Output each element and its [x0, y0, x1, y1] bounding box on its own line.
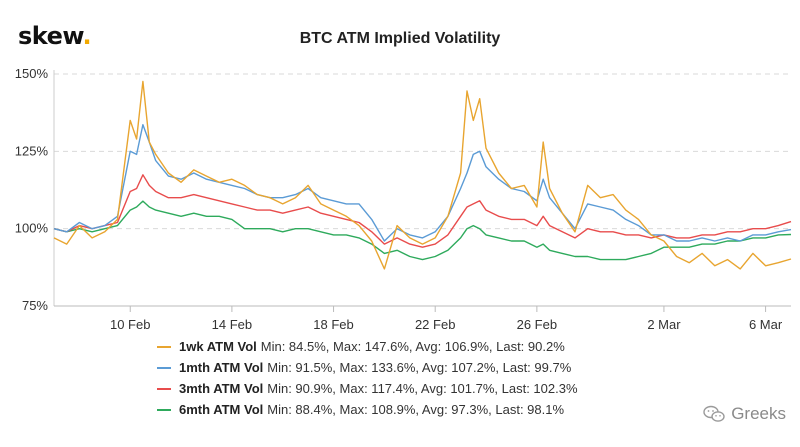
- chart-title: BTC ATM Implied Volatility: [299, 30, 501, 47]
- x-tick-label: 22 Feb: [415, 317, 455, 332]
- x-tick-label: 6 Mar: [749, 317, 783, 332]
- legend-name-6mth: 6mth ATM Vol: [179, 402, 264, 417]
- series-layer: [53, 80, 792, 270]
- legend-name-1mth: 1mth ATM Vol: [179, 360, 264, 375]
- x-tick-label: 2 Mar: [647, 317, 681, 332]
- skew-logo: skew.: [18, 22, 92, 50]
- legend-swatch-3mth: [157, 387, 171, 390]
- legend-stats-1mth: Min: 91.5%, Max: 133.6%, Avg: 107.2%, La…: [267, 360, 572, 375]
- chart-legend: 1wk ATM Vol Min: 84.5%, Max: 147.6%, Avg…: [157, 336, 578, 420]
- legend-name-1wk: 1wk ATM Vol: [179, 339, 257, 354]
- series-line-3mth: [53, 174, 792, 248]
- y-tick-label: 125%: [15, 143, 49, 158]
- legend-name-3mth: 3mth ATM Vol: [179, 381, 264, 396]
- chart-axes: [53, 70, 791, 312]
- x-tick-label: 14 Feb: [212, 317, 252, 332]
- series-line-1wk: [53, 80, 792, 270]
- legend-entry-1wk[interactable]: 1wk ATM Vol Min: 84.5%, Max: 147.6%, Avg…: [157, 336, 578, 357]
- legend-stats-3mth: Min: 90.9%, Max: 117.4%, Avg: 101.7%, La…: [267, 381, 578, 396]
- wechat-icon: [703, 405, 725, 422]
- grid-lines: [54, 73, 791, 230]
- y-tick-label: 150%: [15, 66, 49, 81]
- x-tick-label: 10 Feb: [110, 317, 150, 332]
- legend-swatch-1wk: [157, 345, 171, 348]
- legend-swatch-1mth: [157, 366, 171, 369]
- tick-labels: 75% 100% 125% 150% 10 Feb 14 Feb 18 Feb 22 Feb 2…: [15, 66, 783, 332]
- x-tick-label: 26 Feb: [517, 317, 557, 332]
- x-tick-label: 18 Feb: [313, 317, 353, 332]
- legend-entry-6mth[interactable]: 6mth ATM Vol Min: 88.4%, Max: 108.9%, Av…: [157, 399, 578, 420]
- legend-stats-6mth: Min: 88.4%, Max: 108.9%, Avg: 97.3%, Las…: [267, 402, 565, 417]
- y-tick-label: 100%: [15, 221, 49, 236]
- series-line-1mth: [53, 123, 792, 242]
- watermark-text: Greeks: [731, 404, 786, 423]
- legend-entry-3mth[interactable]: 3mth ATM Vol Min: 90.9%, Max: 117.4%, Av…: [157, 378, 578, 399]
- legend-swatch-6mth: [157, 408, 171, 411]
- series-line-6mth: [53, 200, 792, 261]
- y-tick-label: 75%: [22, 298, 48, 313]
- legend-entry-1mth[interactable]: 1mth ATM Vol Min: 91.5%, Max: 133.6%, Av…: [157, 357, 578, 378]
- watermark: Greeks: [703, 404, 786, 424]
- legend-stats-1wk: Min: 84.5%, Max: 147.6%, Avg: 106.9%, La…: [260, 339, 565, 354]
